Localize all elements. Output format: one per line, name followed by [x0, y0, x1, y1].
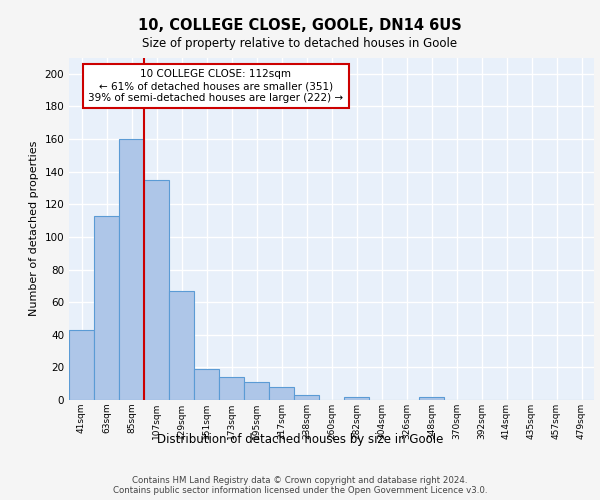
Bar [169, 290, 194, 400]
Bar [194, 369, 219, 400]
Bar [144, 180, 169, 400]
Bar [119, 139, 144, 400]
Text: Contains HM Land Registry data © Crown copyright and database right 2024.
Contai: Contains HM Land Registry data © Crown c… [113, 476, 487, 495]
Bar [344, 396, 369, 400]
Bar [244, 382, 269, 400]
Bar [94, 216, 119, 400]
Text: 10, COLLEGE CLOSE, GOOLE, DN14 6US: 10, COLLEGE CLOSE, GOOLE, DN14 6US [138, 18, 462, 32]
Bar [419, 396, 444, 400]
Bar [219, 377, 244, 400]
Bar [294, 395, 319, 400]
Bar [269, 387, 294, 400]
Text: Distribution of detached houses by size in Goole: Distribution of detached houses by size … [157, 432, 443, 446]
Text: Size of property relative to detached houses in Goole: Size of property relative to detached ho… [142, 38, 458, 51]
Text: 10 COLLEGE CLOSE: 112sqm
← 61% of detached houses are smaller (351)
39% of semi-: 10 COLLEGE CLOSE: 112sqm ← 61% of detach… [88, 70, 344, 102]
Bar [69, 330, 94, 400]
Y-axis label: Number of detached properties: Number of detached properties [29, 141, 39, 316]
